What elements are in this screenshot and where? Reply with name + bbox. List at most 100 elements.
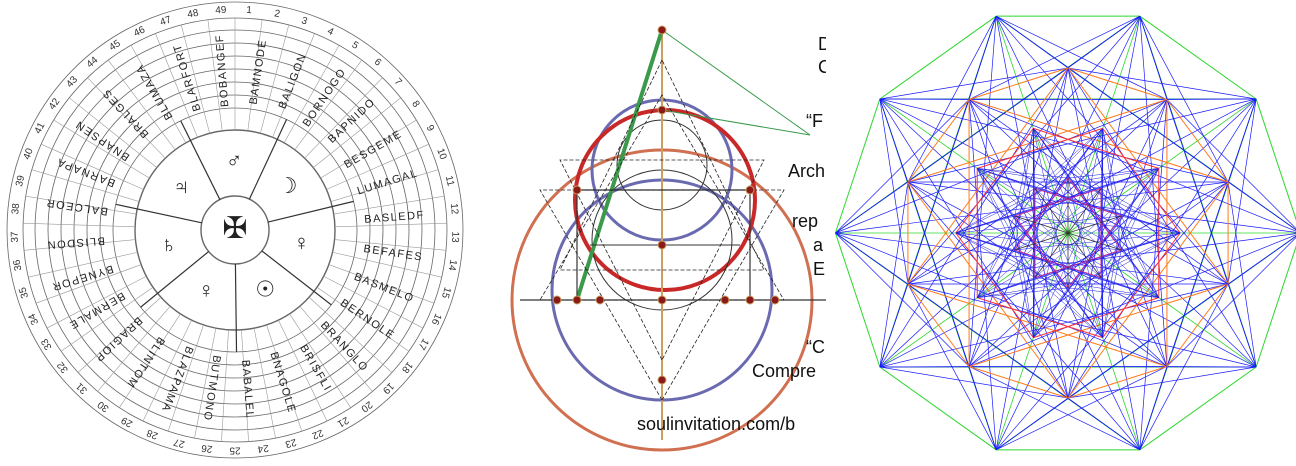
wheel-word: BASMELO bbox=[352, 271, 416, 305]
edge bbox=[880, 16, 996, 99]
wheel-word: BLARFORT bbox=[171, 42, 203, 113]
sector-number: 1 bbox=[246, 5, 253, 16]
edge bbox=[1256, 99, 1296, 233]
node bbox=[771, 296, 779, 304]
node bbox=[721, 296, 729, 304]
planet-symbol: ☉ bbox=[255, 277, 275, 302]
node bbox=[746, 186, 754, 194]
edge bbox=[969, 16, 996, 366]
sector-number: 40 bbox=[22, 147, 36, 162]
edge bbox=[1068, 233, 1101, 277]
edge bbox=[1167, 233, 1296, 366]
sector-number: 48 bbox=[186, 8, 199, 21]
sector-line bbox=[268, 201, 354, 222]
wheel-word: BYNEPOR bbox=[50, 262, 115, 293]
edge bbox=[1140, 16, 1167, 366]
node bbox=[658, 26, 666, 34]
edge bbox=[969, 100, 996, 450]
edge bbox=[1068, 233, 1180, 288]
planet-symbol: ♀ bbox=[198, 277, 215, 302]
node bbox=[596, 296, 604, 304]
sector-number: 23 bbox=[284, 436, 298, 450]
sector-number: 16 bbox=[429, 312, 444, 327]
sector-number: 38 bbox=[10, 202, 22, 215]
caption-fragment: D bbox=[818, 34, 831, 54]
node bbox=[573, 296, 581, 304]
caption-fragment: rep bbox=[792, 211, 818, 231]
edge bbox=[1068, 68, 1256, 99]
edge bbox=[1068, 178, 1180, 233]
wheel-word: BLAZPAMA bbox=[159, 344, 196, 413]
sector-number: 27 bbox=[172, 436, 186, 450]
edge bbox=[1035, 189, 1068, 233]
construction-line bbox=[662, 110, 810, 135]
caption-fragment: E bbox=[813, 259, 825, 279]
sector-number: 21 bbox=[335, 414, 350, 429]
edge bbox=[1167, 100, 1296, 233]
edge bbox=[835, 99, 879, 233]
sector-number: 37 bbox=[10, 231, 21, 243]
star-polytope bbox=[835, 16, 1296, 450]
sector-number: 7 bbox=[392, 76, 404, 88]
edge bbox=[880, 367, 996, 450]
sector-number: 41 bbox=[33, 120, 48, 135]
letter-wheel: 1234567891011121314151617181920212223242… bbox=[7, 2, 463, 458]
planet-symbol: ♄ bbox=[161, 232, 178, 257]
sector-number: 11 bbox=[443, 175, 456, 188]
radial-divider bbox=[23, 223, 135, 227]
wheel-word: BESGEME bbox=[342, 128, 404, 171]
sector-number: 2 bbox=[273, 8, 281, 20]
caption-fragment: a bbox=[813, 235, 824, 255]
wheel-word: BASLEDF bbox=[364, 209, 425, 226]
radial-divider bbox=[254, 328, 275, 438]
sector-number: 10 bbox=[434, 147, 448, 162]
sector-number: 49 bbox=[215, 5, 227, 17]
node bbox=[658, 106, 666, 114]
sector-number: 12 bbox=[448, 203, 460, 216]
node bbox=[658, 376, 666, 384]
planet-symbol: ♂ bbox=[226, 148, 243, 173]
sector-number: 9 bbox=[424, 123, 437, 133]
node bbox=[553, 296, 561, 304]
sector-number: 34 bbox=[27, 311, 42, 326]
caption-fragment: “F bbox=[806, 111, 823, 131]
edge bbox=[908, 284, 1167, 367]
edge bbox=[1140, 100, 1167, 450]
sector-number: 46 bbox=[132, 24, 147, 39]
sector-number: 22 bbox=[310, 427, 325, 442]
edge bbox=[969, 366, 1068, 398]
caption-fragment: soulinvitation.com/b bbox=[637, 414, 795, 434]
sector-number: 29 bbox=[119, 414, 134, 429]
planet-symbol: ☽ bbox=[278, 173, 298, 198]
caption-fragment: Arch bbox=[788, 161, 825, 181]
sector-number: 6 bbox=[372, 57, 384, 69]
sector-number: 3 bbox=[300, 15, 309, 27]
node bbox=[746, 296, 754, 304]
sector-number: 17 bbox=[415, 336, 430, 352]
sector-number: 24 bbox=[256, 442, 269, 454]
node bbox=[573, 186, 581, 194]
sector-number: 39 bbox=[14, 174, 27, 188]
edge bbox=[1140, 367, 1256, 450]
sector-number: 33 bbox=[39, 336, 54, 352]
edge bbox=[1140, 366, 1167, 449]
sector-number: 35 bbox=[17, 285, 31, 299]
edge bbox=[835, 233, 879, 367]
sector-number: 26 bbox=[200, 442, 213, 454]
construction-line bbox=[662, 30, 810, 135]
wheel-word: BLUMAZA bbox=[134, 62, 176, 122]
sector-line bbox=[235, 264, 236, 352]
edge bbox=[956, 178, 1068, 233]
sector-number: 13 bbox=[449, 231, 460, 243]
wheel-word: BLISDON bbox=[46, 234, 106, 251]
edge bbox=[1035, 233, 1068, 277]
edge bbox=[969, 100, 1228, 182]
wheel-word: BRISFLI bbox=[297, 343, 334, 394]
edge bbox=[969, 284, 1228, 367]
sector-number: 15 bbox=[439, 286, 453, 300]
wheel-word: BARNAPA bbox=[55, 155, 117, 189]
caption-fragment: “C bbox=[806, 337, 825, 357]
wheel-word: BABALEL bbox=[239, 359, 256, 419]
node bbox=[658, 241, 666, 249]
edge bbox=[835, 182, 907, 233]
